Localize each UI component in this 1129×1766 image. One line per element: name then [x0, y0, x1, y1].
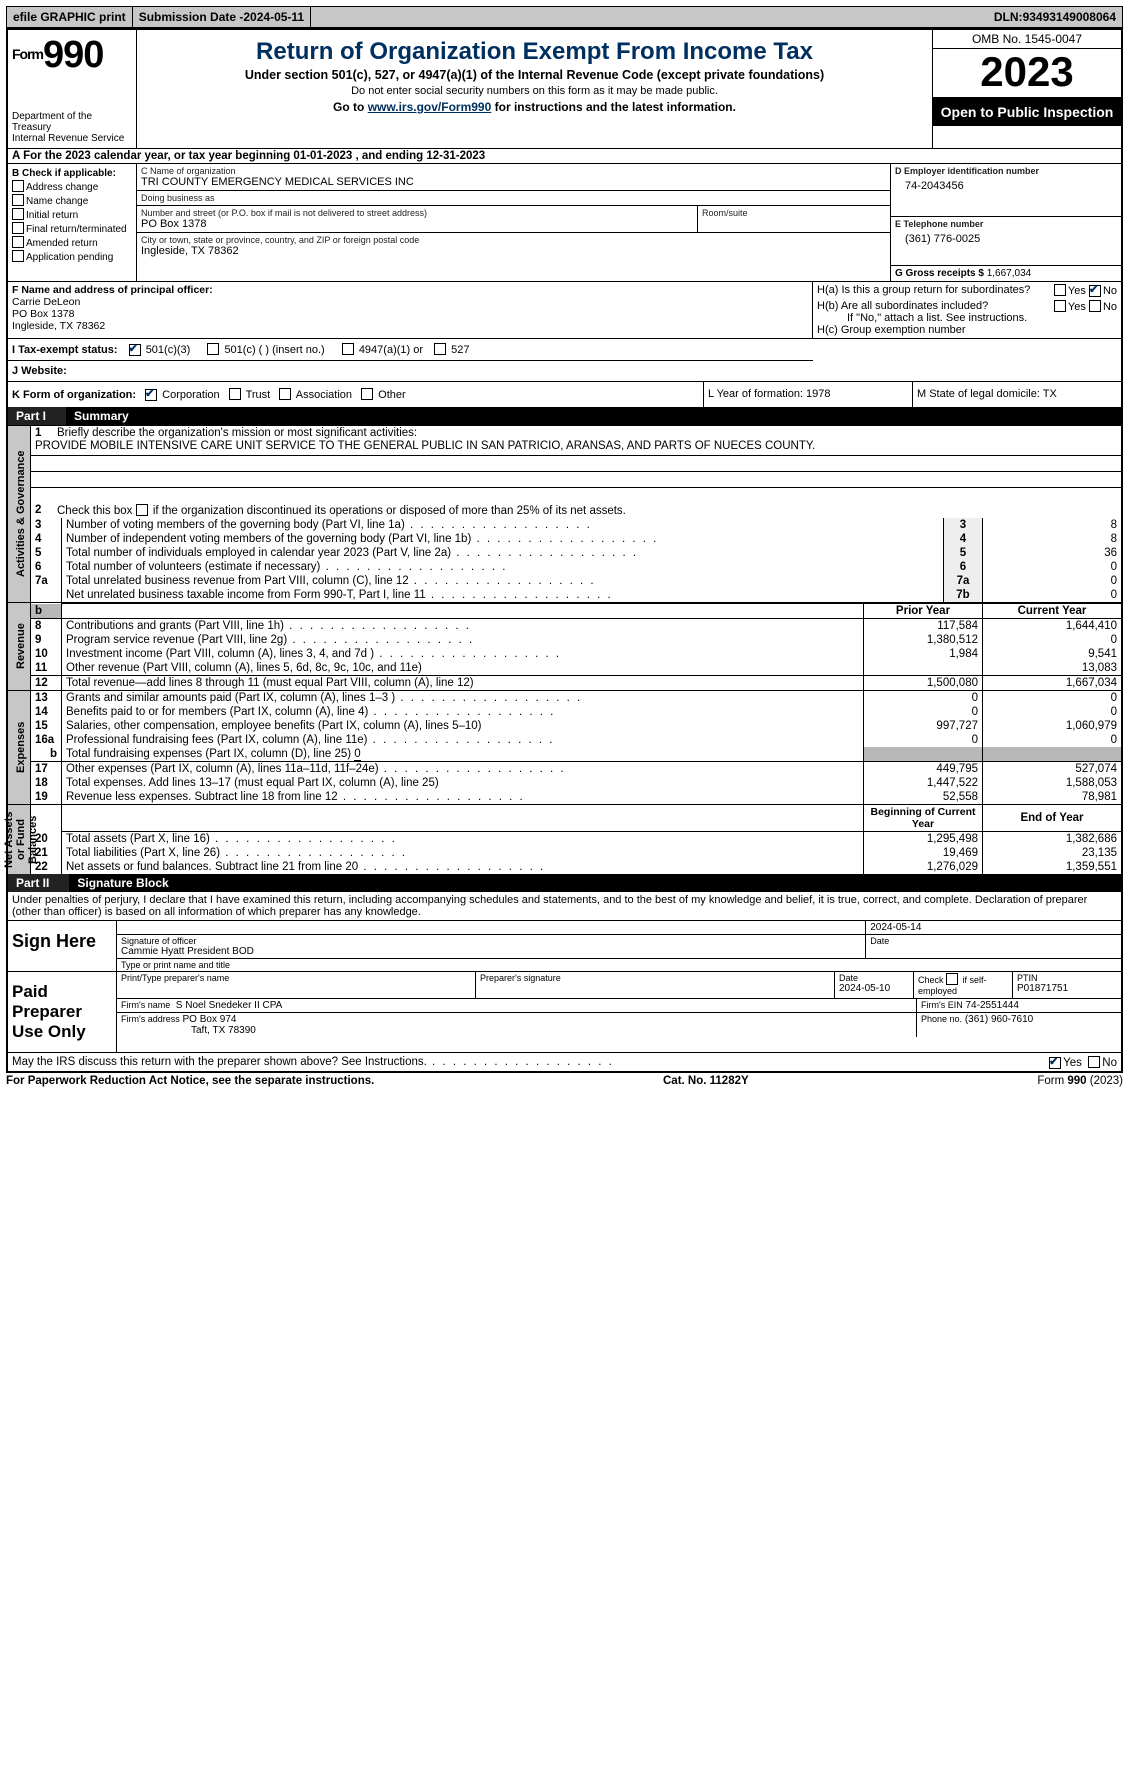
form-number: 990 — [43, 34, 103, 76]
chk-assoc[interactable] — [279, 388, 291, 400]
firm-ein: 74-2551444 — [966, 1000, 1019, 1011]
chk-trust[interactable] — [229, 388, 241, 400]
gross-receipts: 1,667,034 — [987, 268, 1032, 279]
sect-net-assets: Net Assets or Fund Balances Beginning of… — [8, 804, 1121, 874]
officer-name: Carrie DeLeon — [12, 296, 808, 308]
ssn-note: Do not enter social security numbers on … — [143, 85, 926, 97]
org-name: TRI COUNTY EMERGENCY MEDICAL SERVICES IN… — [141, 176, 886, 188]
penalty-text: Under penalties of perjury, I declare th… — [8, 892, 1121, 920]
row-fgh: F Name and address of principal officer:… — [8, 281, 1121, 338]
form-subtitle: Under section 501(c), 527, or 4947(a)(1)… — [143, 68, 926, 82]
sign-date: 2024-05-14 — [866, 921, 1121, 934]
firm-addr2: Taft, TX 78390 — [121, 1025, 912, 1036]
irs-link[interactable]: www.irs.gov/Form990 — [368, 100, 492, 114]
irs-label: Internal Revenue Service — [12, 133, 132, 144]
row-k: K Form of organization: Corporation Trus… — [8, 381, 1121, 407]
val-4: 8 — [983, 532, 1122, 546]
hb-yes[interactable] — [1054, 300, 1066, 312]
entity-block: B Check if applicable: Address change Na… — [8, 163, 1121, 281]
go-to-link: Go to www.irs.gov/Form990 for instructio… — [143, 100, 926, 114]
hc-group-exemption: H(c) Group exemption number — [817, 324, 1117, 336]
ptin: P01871751 — [1017, 983, 1117, 994]
chk-app-pending[interactable] — [12, 250, 24, 262]
sign-here-block: Sign Here 2024-05-14 Signature of office… — [8, 920, 1121, 971]
firm-addr1: PO Box 974 — [183, 1014, 237, 1025]
paid-preparer-block: Paid Preparer Use Only Print/Type prepar… — [8, 971, 1121, 1052]
chk-501c[interactable] — [207, 343, 219, 355]
org-city: Ingleside, TX 78362 — [141, 245, 886, 257]
mission-text: PROVIDE MOBILE INTENSIVE CARE UNIT SERVI… — [31, 440, 1121, 456]
dept-treasury: Department of the Treasury — [12, 111, 132, 133]
discuss-row: May the IRS discuss this return with the… — [8, 1052, 1121, 1071]
page-footer: For Paperwork Reduction Act Notice, see … — [6, 1073, 1123, 1089]
ein: 74-2043456 — [895, 176, 1117, 192]
open-inspection: Open to Public Inspection — [933, 98, 1121, 126]
firm-phone: (361) 960-7610 — [965, 1014, 1033, 1025]
val-3: 8 — [983, 518, 1122, 532]
chk-amended-return[interactable] — [12, 236, 24, 248]
officer-addr1: PO Box 1378 — [12, 308, 808, 320]
form-title: Return of Organization Exempt From Incom… — [143, 38, 926, 66]
hdr-prior: Prior Year — [864, 604, 983, 619]
hdr-curr: Current Year — [983, 604, 1122, 619]
chk-527[interactable] — [434, 343, 446, 355]
tax-year: 2023 — [933, 49, 1121, 98]
ha-no[interactable] — [1089, 285, 1101, 297]
discuss-no[interactable] — [1088, 1056, 1100, 1068]
form-prefix: Form — [12, 46, 43, 62]
officer-addr2: Ingleside, TX 78362 — [12, 320, 808, 332]
row-ij: I Tax-exempt status: 501(c)(3) 501(c) ( … — [8, 338, 1121, 361]
phone: (361) 776-0025 — [895, 229, 1117, 245]
officer-sig-name: Cammie Hyatt President BOD — [121, 946, 861, 957]
website-label: J Website: — [12, 365, 67, 377]
val-7b: 0 — [983, 588, 1122, 602]
chk-address-change[interactable] — [12, 180, 24, 192]
val-5: 36 — [983, 546, 1122, 560]
chk-discontinued[interactable] — [136, 504, 148, 516]
val-6: 0 — [983, 560, 1122, 574]
chk-self-employed[interactable] — [946, 973, 958, 985]
chk-other[interactable] — [361, 388, 373, 400]
sect-expenses: Expenses 13Grants and similar amounts pa… — [8, 690, 1121, 804]
row-a-tax-year: A For the 2023 calendar year, or tax yea… — [8, 148, 1121, 163]
chk-initial-return[interactable] — [12, 208, 24, 220]
hdr-eoy: End of Year — [983, 805, 1122, 832]
part-i-bar: Part I Summary — [8, 407, 1121, 425]
col-b-checkboxes: B Check if applicable: Address change Na… — [8, 164, 137, 281]
prep-date: 2024-05-10 — [839, 983, 909, 994]
chk-corp[interactable] — [145, 389, 157, 401]
sect-activities-governance: Activities & Governance 1Briefly describ… — [8, 425, 1121, 602]
submission-date: Submission Date - 2024-05-11 — [133, 6, 311, 28]
hdr-boy: Beginning of Current Year — [864, 805, 983, 832]
org-street: PO Box 1378 — [141, 218, 693, 230]
top-toolbar: efile GRAPHIC print Submission Date - 20… — [6, 6, 1123, 28]
val-7a: 0 — [983, 574, 1122, 588]
efile-print[interactable]: efile GRAPHIC print — [7, 6, 133, 28]
chk-4947[interactable] — [342, 343, 354, 355]
part-ii-bar: Part II Signature Block — [8, 874, 1121, 892]
sect-revenue: Revenue bPrior YearCurrent Year 8Contrib… — [8, 602, 1121, 690]
form-frame: Form990 Department of the Treasury Inter… — [6, 28, 1123, 1073]
hb-no[interactable] — [1089, 300, 1101, 312]
state-domicile: M State of legal domicile: TX — [912, 382, 1121, 407]
omb-number: OMB No. 1545-0047 — [933, 30, 1121, 49]
dln: DLN: 93493149008064 — [988, 6, 1122, 28]
discuss-yes[interactable] — [1049, 1057, 1061, 1069]
year-formation: L Year of formation: 1978 — [703, 382, 912, 407]
firm-name: S Noel Snedeker II CPA — [176, 1000, 283, 1011]
ha-yes[interactable] — [1054, 284, 1066, 296]
chk-501c3[interactable] — [129, 344, 141, 356]
chk-name-change[interactable] — [12, 194, 24, 206]
chk-final-return[interactable] — [12, 222, 24, 234]
fundraising-total: 0 — [354, 748, 360, 761]
form-header: Form990 Department of the Treasury Inter… — [8, 30, 1121, 148]
